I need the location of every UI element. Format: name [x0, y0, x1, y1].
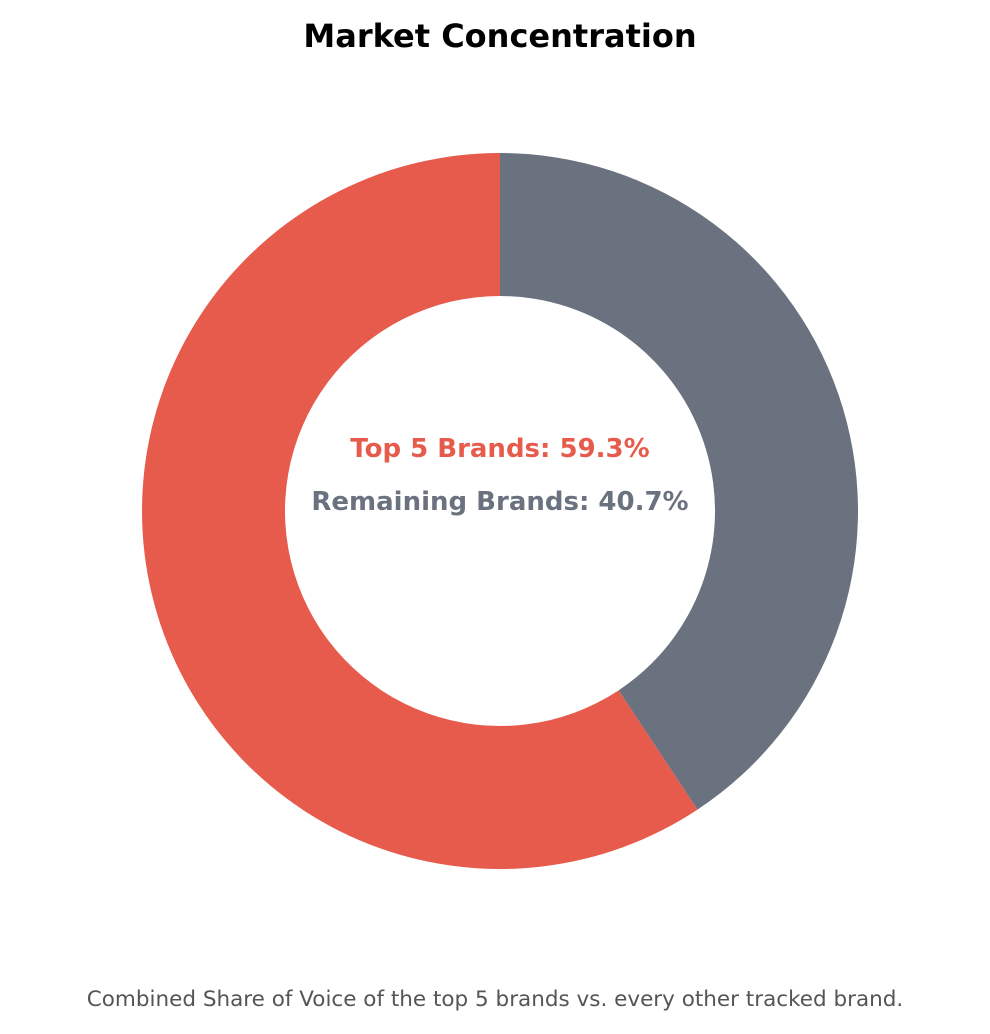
donut-slices	[141, 153, 858, 870]
center-label-remaining: Remaining Brands: 40.7%	[311, 487, 688, 517]
slice-top-5-brands	[141, 153, 698, 870]
chart-title: Market Concentration	[303, 17, 697, 55]
center-label-top5: Top 5 Brands: 59.3%	[350, 434, 649, 464]
chart-caption: Combined Share of Voice of the top 5 bra…	[86, 987, 904, 1012]
slice-remaining-brands	[500, 153, 858, 810]
